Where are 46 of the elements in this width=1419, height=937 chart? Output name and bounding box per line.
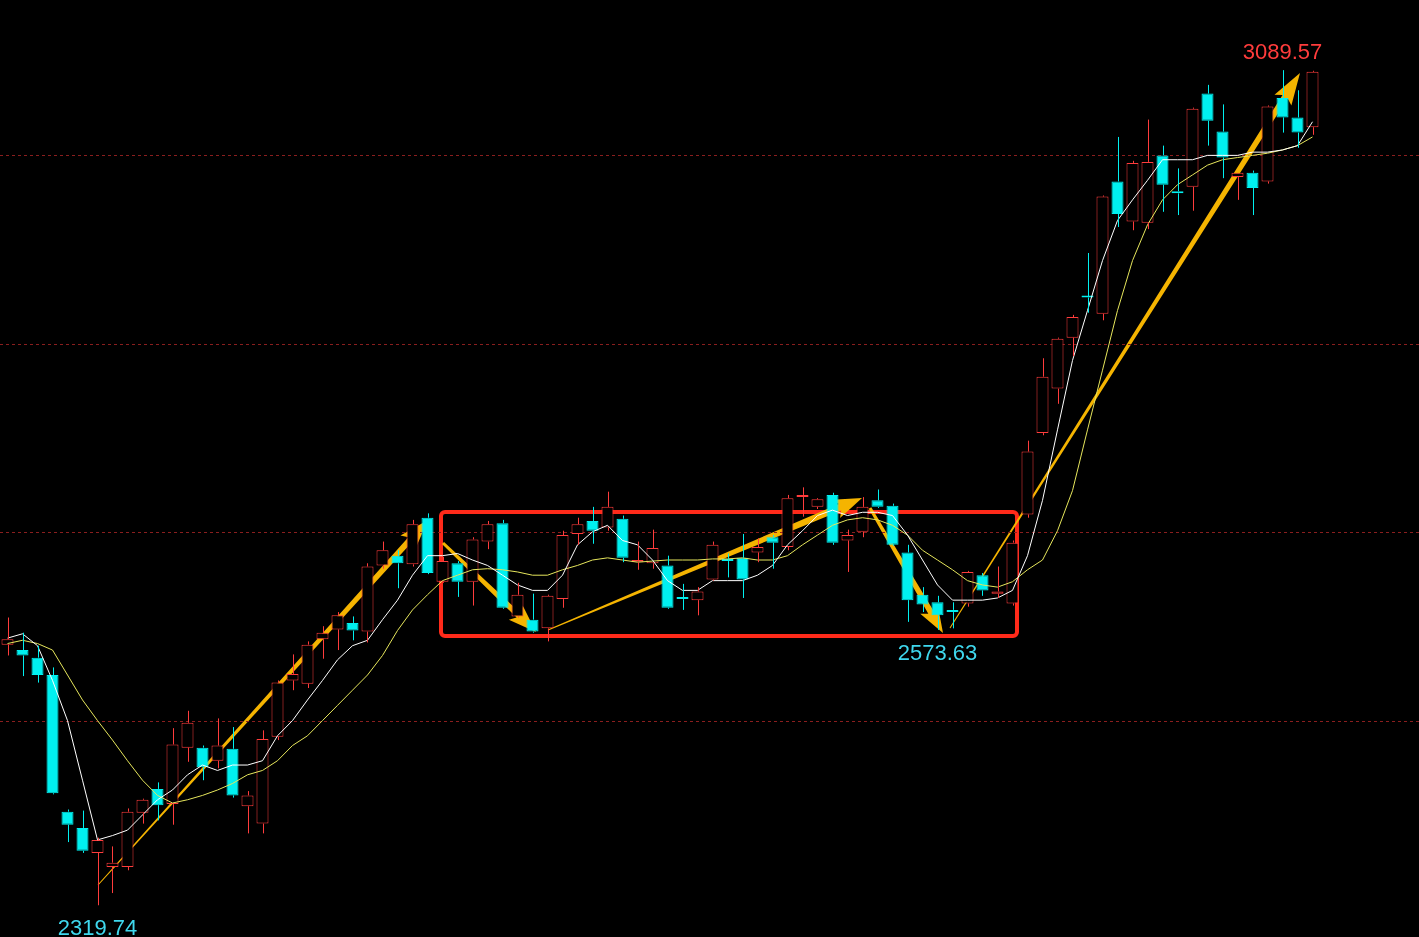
candlestick <box>1186 108 1199 212</box>
candlestick <box>826 492 839 546</box>
candlestick <box>556 530 569 609</box>
candlestick <box>1216 103 1229 179</box>
candlestick <box>1051 338 1064 405</box>
candlestick <box>181 710 194 763</box>
candlestick <box>166 727 179 826</box>
candlestick <box>1307 72 1318 136</box>
candlestick <box>901 544 914 623</box>
candlestick <box>46 666 59 794</box>
candlestick <box>346 615 359 641</box>
candlestick <box>1201 84 1214 147</box>
candlestick <box>436 556 449 582</box>
candlestick <box>1022 440 1033 519</box>
candlestick <box>1111 136 1124 228</box>
candlestick <box>271 679 284 741</box>
candlestick <box>421 512 434 574</box>
candlestick <box>991 566 1004 599</box>
candlestick <box>406 519 419 568</box>
candlestick <box>961 571 974 608</box>
candlestick <box>301 640 314 689</box>
candlestick <box>511 582 524 617</box>
candlestick <box>362 562 373 643</box>
candlestick <box>1141 119 1154 230</box>
candlestick <box>1006 539 1019 607</box>
candlestick <box>736 533 749 599</box>
annotation: 3089.57 <box>1242 39 1323 65</box>
candlestick <box>256 729 269 834</box>
candlestick <box>661 555 674 608</box>
candlestick <box>601 491 614 532</box>
candlestick <box>496 519 509 608</box>
annotation: 2573.63 <box>897 639 978 665</box>
candlestick <box>886 503 899 545</box>
candlestick <box>226 726 239 799</box>
annotation: 2319.74 <box>57 915 138 937</box>
candlestick <box>76 810 89 854</box>
candlestick <box>1126 160 1139 231</box>
candlestick <box>871 489 884 507</box>
candlestick <box>766 534 779 570</box>
candlestick <box>1066 314 1079 357</box>
candlestick <box>541 595 554 642</box>
candlestick <box>1156 145 1169 213</box>
candlestick <box>1036 357 1049 436</box>
candlestick <box>121 807 134 871</box>
candlestick <box>466 536 479 607</box>
candlestick <box>916 586 929 613</box>
